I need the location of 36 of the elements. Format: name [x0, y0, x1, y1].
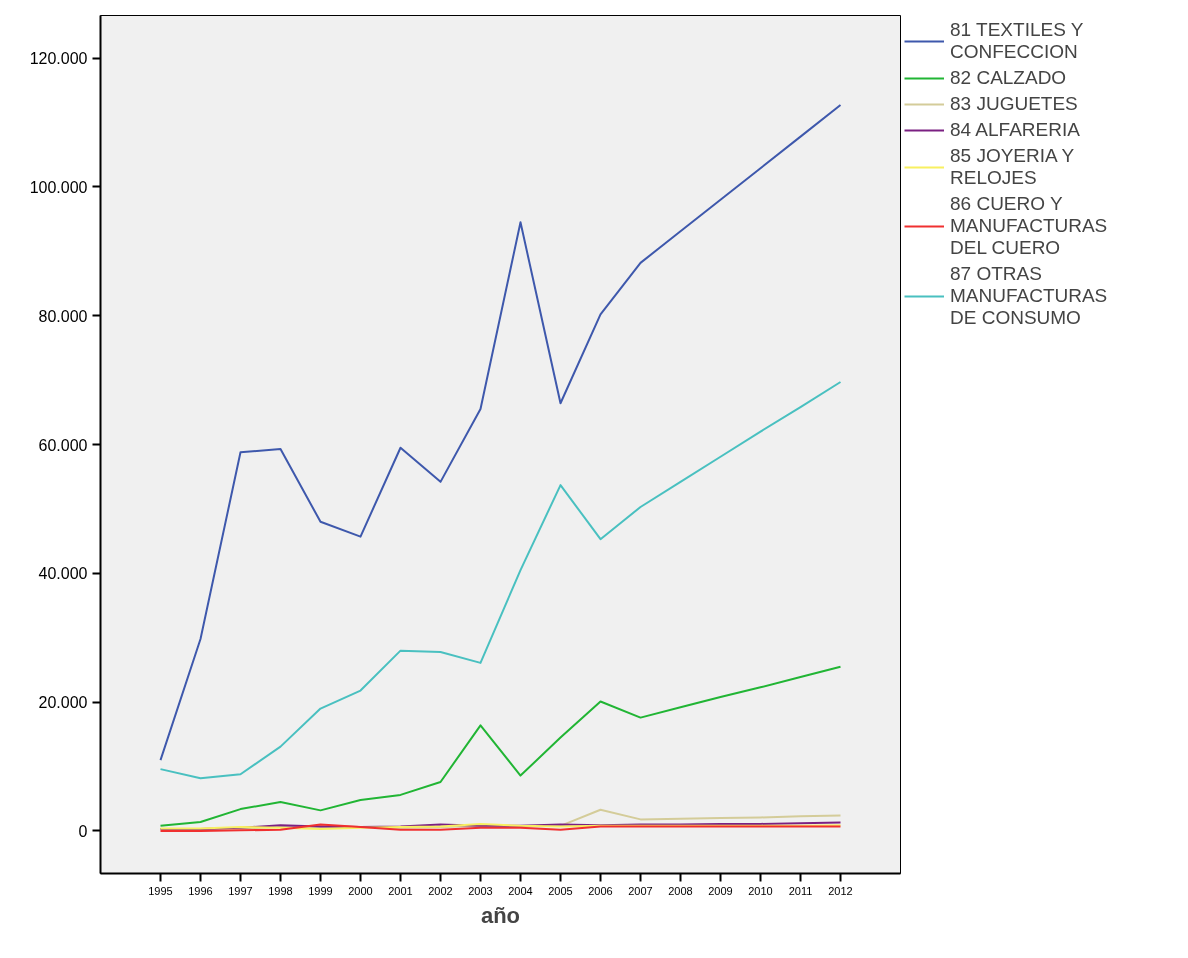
line-series	[159, 665, 842, 827]
x-tick-label: 1996	[188, 884, 213, 897]
x-tick-label: 2000	[348, 884, 373, 897]
x-tick-label: 2003	[468, 884, 493, 897]
y-tick-label: 40.000	[38, 565, 88, 583]
y-tick-label: 20.000	[38, 694, 88, 712]
line-series	[159, 381, 842, 780]
legend-label: 86 CUERO Y MANUFACTURAS DEL CUERO	[950, 193, 1108, 259]
x-tick-label: 2005	[548, 884, 573, 897]
x-tick-label: 2010	[748, 884, 773, 897]
x-tick-label: 2008	[668, 884, 693, 897]
legend-label: 81 TEXTILES Y CONFECCION	[950, 19, 1084, 63]
y-tick-label: 60.000	[38, 436, 88, 454]
legend-label: 85 JOYERIA Y RELOJES	[950, 145, 1075, 189]
x-tick-label: 2006	[588, 884, 613, 897]
y-tick-label: 120.000	[29, 50, 88, 68]
x-tick-label: 1998	[268, 884, 293, 897]
x-tick-label: 2002	[428, 884, 453, 897]
legend-label: 83 JUGUETES	[950, 93, 1078, 115]
x-tick-label: 2011	[788, 884, 813, 897]
x-tick-label: 1995	[148, 884, 173, 897]
x-tick-label: 2009	[708, 884, 733, 897]
legend-label: 87 OTRAS MANUFACTURAS DE CONSUMO	[950, 263, 1108, 329]
x-tick-label: 1999	[308, 884, 333, 897]
x-tick-label: 1997	[228, 884, 253, 897]
x-tick-label: 2004	[508, 884, 533, 897]
x-axis-title: año	[480, 902, 521, 928]
y-tick-label: 0	[78, 822, 88, 840]
x-tick-label: 2007	[628, 884, 653, 897]
y-tick-label: 80.000	[38, 307, 88, 325]
legend-label: 84 ALFARERIA	[950, 119, 1080, 141]
x-tick-label: 2012	[828, 884, 853, 897]
x-tick-label: 2001	[388, 884, 413, 897]
line-series	[159, 104, 842, 762]
y-tick-label: 100.000	[29, 178, 88, 196]
legend-label: 82 CALZADO	[950, 67, 1067, 89]
